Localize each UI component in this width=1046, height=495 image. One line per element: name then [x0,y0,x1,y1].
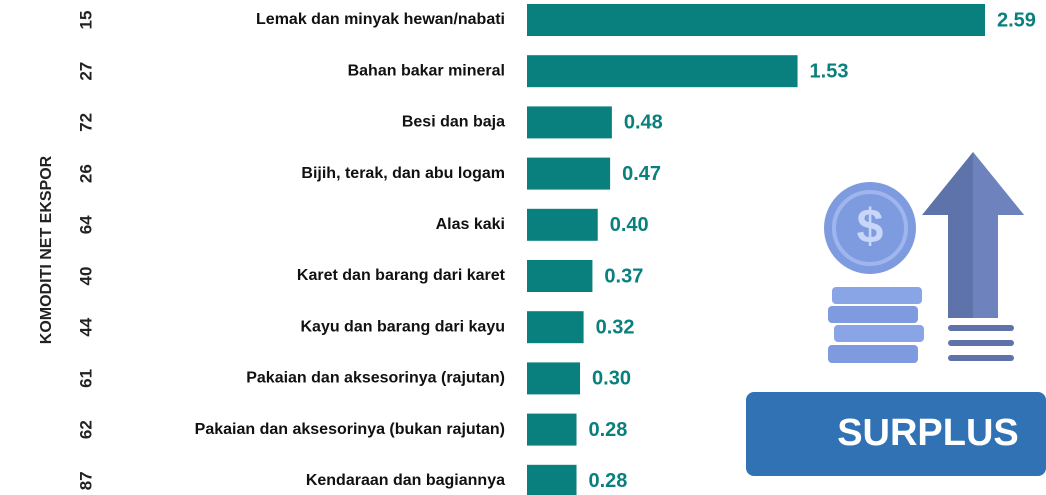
category-label: Pakaian dan aksesorinya (rajutan) [246,370,505,387]
value-label: 0.28 [589,419,628,441]
money-icon: $ [824,152,1024,363]
category-label: Pakaian dan aksesorinya (bukan rajutan) [195,421,505,438]
value-label: 0.30 [592,368,631,390]
code-label: 64 [76,215,95,234]
category-label: Kendaraan dan bagiannya [306,472,505,489]
surplus-box [746,392,1046,476]
category-label: Alas kaki [436,216,505,233]
code-label: 15 [76,11,95,30]
code-label: 62 [76,420,95,439]
code-label: 87 [76,471,95,490]
category-label: Lemak dan minyak hewan/nabati [256,11,505,28]
value-label: 0.28 [589,470,628,492]
code-label: 61 [76,369,95,388]
bar [527,362,581,395]
category-label: Besi dan baja [402,114,505,131]
value-label: 2.59 [997,9,1036,31]
bar [527,260,593,292]
value-label: 0.47 [622,163,661,185]
bar [527,4,985,36]
bar [527,106,612,139]
value-label: 0.37 [604,265,643,287]
category-label: Kayu dan barang dari kayu [300,318,505,335]
category-label: Bahan bakar mineral [348,62,505,79]
value-label: 0.32 [596,316,635,338]
bar [527,413,577,446]
code-label: 26 [76,164,95,183]
category-label: Karet dan barang dari karet [297,267,506,284]
value-label: 0.48 [624,112,663,134]
bar [527,208,598,241]
category-label: Bijih, terak, dan abu logam [301,165,505,182]
surplus-label: SURPLUS [837,412,1019,454]
y-axis-label: KOMODITI NET EKSPOR [38,155,55,344]
bar [527,157,611,190]
code-label: 72 [76,113,95,132]
svg-text:$: $ [857,201,884,254]
bar [527,55,798,88]
value-label: 0.40 [610,214,649,236]
code-label: 40 [76,267,95,286]
value-label: 1.53 [810,60,849,82]
bar [527,311,584,344]
code-label: 27 [76,62,95,81]
code-label: 44 [76,317,95,336]
bar [527,464,577,495]
